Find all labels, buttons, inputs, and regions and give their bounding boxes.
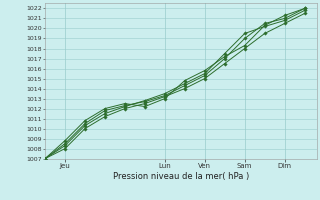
X-axis label: Pression niveau de la mer( hPa ): Pression niveau de la mer( hPa )	[113, 172, 249, 181]
